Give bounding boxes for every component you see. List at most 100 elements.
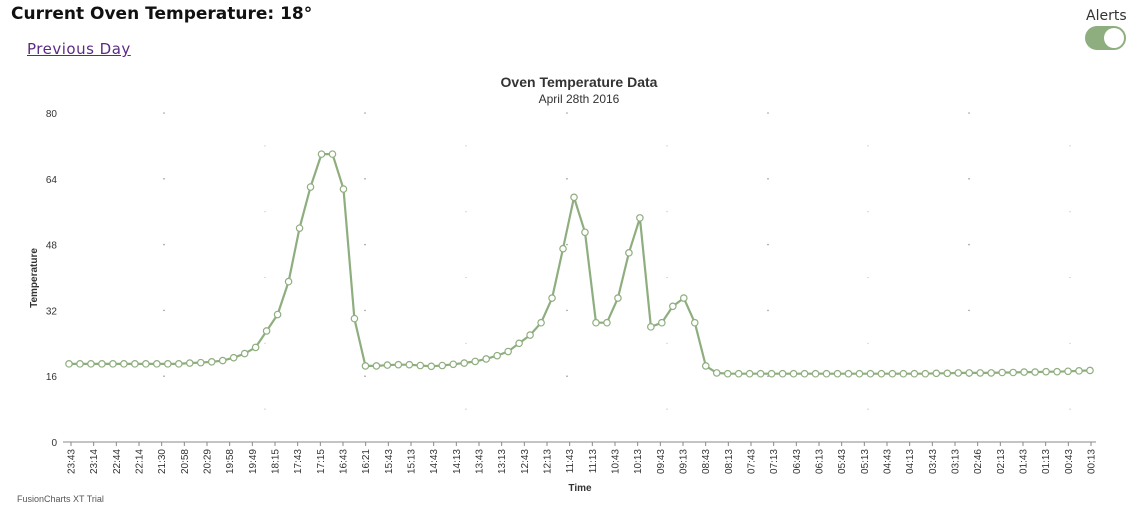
grid-dot — [264, 211, 266, 213]
grid-dot — [1069, 408, 1071, 410]
data-point — [559, 244, 567, 253]
x-axis: 23:43 23:14 22:44 22:14 21:30 20:58 20:29 19:58… — [67, 442, 1098, 474]
data-point — [350, 314, 359, 323]
x-tick-label: 15:43 — [384, 449, 395, 474]
data-point — [142, 360, 150, 368]
data-point — [87, 360, 95, 368]
alerts-toggle[interactable] — [1085, 26, 1126, 50]
grid-dot — [666, 145, 668, 147]
grid-dot — [968, 309, 970, 312]
x-tick-label: 17:43 — [293, 449, 304, 474]
y-tick-label: 16 — [46, 372, 58, 383]
series — [65, 150, 1094, 378]
grid-dot — [767, 112, 769, 114]
data-point — [943, 369, 952, 378]
previous-day-link[interactable]: Previous Day — [27, 40, 131, 58]
data-point — [658, 318, 666, 327]
data-point — [987, 369, 995, 377]
data-point — [636, 214, 644, 222]
x-tick-label: 08:13 — [724, 449, 735, 474]
grid-dot — [666, 408, 668, 410]
data-point — [844, 369, 853, 378]
data-point — [427, 362, 436, 371]
grid-dot — [465, 342, 467, 344]
data-point — [284, 277, 293, 286]
grid-dot — [867, 342, 869, 344]
grid-dot — [867, 276, 869, 279]
data-point — [482, 355, 490, 363]
grid-dot — [163, 243, 165, 246]
data-point — [811, 369, 820, 378]
grid-dot — [968, 112, 970, 114]
data-point — [745, 369, 754, 378]
x-tick-label: 21:30 — [157, 449, 168, 474]
data-point — [76, 360, 84, 368]
x-tick-label: 16:21 — [361, 449, 372, 474]
grid-dot — [867, 211, 869, 213]
data-point — [877, 369, 886, 378]
alerts-label: Alerts — [1086, 8, 1127, 24]
grid-dot — [968, 243, 970, 246]
data-point — [899, 369, 908, 378]
x-tick-label: 00:43 — [1064, 449, 1075, 474]
grid-dot — [364, 243, 366, 246]
y-tick-label: 0 — [51, 438, 57, 449]
data-point — [756, 369, 765, 378]
data-point — [954, 369, 963, 377]
x-tick-label: 22:44 — [112, 449, 123, 474]
data-point — [460, 359, 469, 367]
data-point — [998, 368, 1006, 377]
x-tick-label: 19:49 — [248, 449, 259, 474]
data-point — [438, 361, 447, 370]
grid-dot — [364, 375, 366, 378]
data-point — [120, 360, 128, 368]
data-point — [1086, 366, 1094, 375]
x-axis-title: Time — [568, 483, 592, 494]
grid-dot — [465, 276, 467, 279]
x-tick-label: 02:13 — [996, 449, 1007, 474]
x-tick-label: 07:13 — [769, 449, 780, 474]
grid-dot — [264, 342, 266, 344]
data-point — [328, 150, 337, 158]
grid-dot — [666, 211, 668, 213]
toggle-knob — [1104, 28, 1124, 48]
data-point — [131, 360, 139, 368]
data-point — [1075, 367, 1083, 375]
chart-subtitle: April 28th 2016 — [539, 92, 620, 106]
y-axis: 0 16 32 48 64 80 — [46, 109, 58, 449]
data-point — [800, 369, 809, 378]
grid-dot — [465, 408, 467, 410]
data-point — [262, 327, 271, 335]
x-tick-label: 14:43 — [429, 449, 440, 474]
x-tick-label: 00:13 — [1087, 449, 1098, 474]
chart-title: Oven Temperature Data — [501, 74, 658, 90]
grid-dot — [566, 243, 568, 246]
data-point — [1053, 367, 1061, 376]
data-point — [1009, 368, 1017, 377]
grid-dot — [364, 309, 366, 312]
grid-dot — [264, 276, 266, 279]
data-point — [855, 369, 864, 378]
data-point — [65, 360, 73, 368]
data-point — [647, 323, 655, 331]
data-point — [822, 369, 831, 378]
x-tick-label: 01:13 — [1041, 449, 1052, 474]
x-tick-label: 09:43 — [656, 449, 667, 474]
grid-dot — [1069, 276, 1071, 279]
x-tick-label: 11:13 — [588, 449, 599, 474]
x-tick-label: 20:29 — [203, 449, 214, 474]
x-tick-label: 19:58 — [225, 449, 236, 474]
grid-dot — [1069, 145, 1071, 147]
data-point — [207, 358, 216, 366]
x-tick-label: 08:43 — [701, 449, 712, 474]
x-tick-label: 04:13 — [905, 449, 916, 474]
grid-dot — [163, 309, 165, 312]
trial-watermark: FusionCharts XT Trial — [17, 494, 104, 504]
grid-dot — [767, 178, 769, 180]
data-point — [701, 362, 710, 370]
data-point — [910, 369, 919, 378]
data-point — [921, 369, 930, 378]
y-tick-label: 32 — [46, 306, 58, 317]
data-point — [1064, 367, 1072, 376]
grid-dot — [767, 243, 769, 246]
